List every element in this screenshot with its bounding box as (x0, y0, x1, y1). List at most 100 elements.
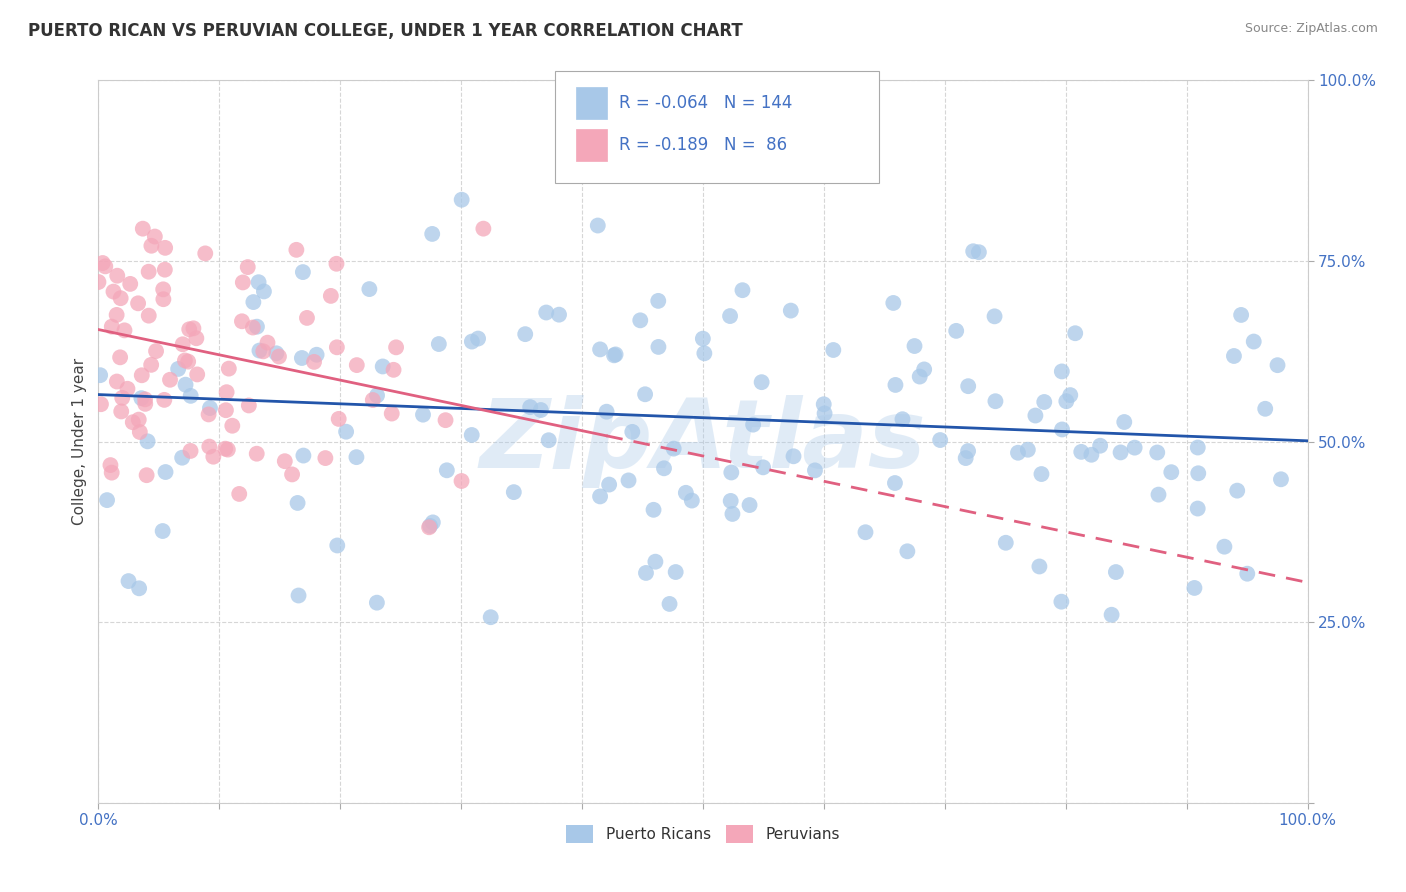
Point (628, 313, 651, 327)
Point (256, 335, 278, 350)
Point (779, 303, 801, 318)
Point (172, 450, 194, 465)
Point (295, 310, 318, 325)
Point (215, 403, 238, 417)
Point (1033, 395, 1056, 409)
Point (186, 368, 208, 382)
Point (180, 389, 202, 403)
Point (855, 525, 877, 540)
Point (1017, 442, 1039, 457)
Point (247, 275, 270, 289)
Text: PUERTO RICAN VS PERUVIAN COLLEGE, UNDER 1 YEAR CORRELATION CHART: PUERTO RICAN VS PERUVIAN COLLEGE, UNDER … (28, 22, 742, 40)
Point (693, 346, 716, 360)
Point (1270, 472, 1292, 486)
Point (101, 319, 124, 334)
Point (427, 337, 450, 351)
Point (1187, 467, 1209, 481)
Point (634, 387, 657, 401)
Point (957, 444, 980, 458)
Point (155, 465, 177, 479)
Point (1254, 401, 1277, 416)
Point (253, 285, 276, 299)
Point (412, 408, 434, 422)
Point (105, 308, 128, 322)
Point (131, 368, 153, 383)
Point (138, 309, 160, 323)
Point (643, 503, 665, 517)
Point (281, 467, 304, 482)
Point (114, 323, 136, 337)
Point (586, 219, 609, 233)
Point (249, 343, 271, 358)
Point (742, 417, 765, 432)
Point (305, 348, 328, 362)
Point (135, 468, 157, 483)
Point (326, 539, 349, 553)
Point (420, 227, 443, 241)
Point (1243, 334, 1265, 349)
Point (1101, 607, 1123, 622)
Point (1230, 308, 1253, 322)
Point (908, 369, 931, 384)
Point (1050, 595, 1073, 609)
Point (1007, 446, 1029, 460)
Point (231, 314, 253, 328)
Point (153, 262, 176, 277)
Point (461, 334, 484, 349)
Point (804, 463, 827, 477)
Point (652, 461, 675, 475)
Point (1064, 326, 1087, 341)
Point (1080, 448, 1102, 462)
Point (134, 397, 156, 411)
Point (221, 418, 243, 433)
Point (153, 392, 176, 407)
Point (598, 477, 620, 491)
Point (1223, 349, 1246, 363)
Point (751, 375, 773, 389)
Point (117, 382, 139, 396)
Point (1114, 415, 1136, 429)
Point (647, 340, 669, 354)
Point (174, 353, 197, 368)
Point (242, 320, 264, 334)
Point (617, 474, 640, 488)
Point (218, 361, 240, 376)
Point (479, 610, 502, 624)
Point (319, 289, 342, 303)
Point (720, 466, 742, 480)
Text: ZipAtlas: ZipAtlas (479, 395, 927, 488)
Point (359, 282, 381, 296)
Point (96, 493, 118, 508)
Point (467, 332, 489, 346)
Point (152, 282, 174, 296)
Point (1123, 441, 1146, 455)
Point (89, 368, 111, 383)
Point (236, 260, 259, 274)
Point (120, 277, 142, 291)
Point (385, 340, 408, 354)
Point (141, 358, 163, 372)
Point (450, 474, 472, 488)
Point (202, 450, 225, 464)
Point (121, 415, 143, 429)
Text: R = -0.064   N = 144: R = -0.064 N = 144 (619, 94, 792, 112)
Point (252, 344, 274, 359)
Point (325, 257, 347, 271)
Point (326, 340, 349, 354)
Point (1054, 394, 1077, 409)
Point (111, 391, 134, 405)
Point (180, 444, 202, 458)
Point (1050, 422, 1073, 436)
Point (418, 520, 440, 534)
Point (983, 310, 1005, 324)
Point (194, 246, 217, 260)
Point (110, 291, 132, 305)
Point (346, 450, 368, 464)
Point (136, 434, 159, 449)
Point (110, 404, 132, 418)
Point (152, 524, 174, 538)
Text: R = -0.189   N =  86: R = -0.189 N = 86 (619, 136, 787, 154)
Point (823, 343, 845, 357)
Point (214, 442, 236, 456)
Point (681, 493, 703, 508)
